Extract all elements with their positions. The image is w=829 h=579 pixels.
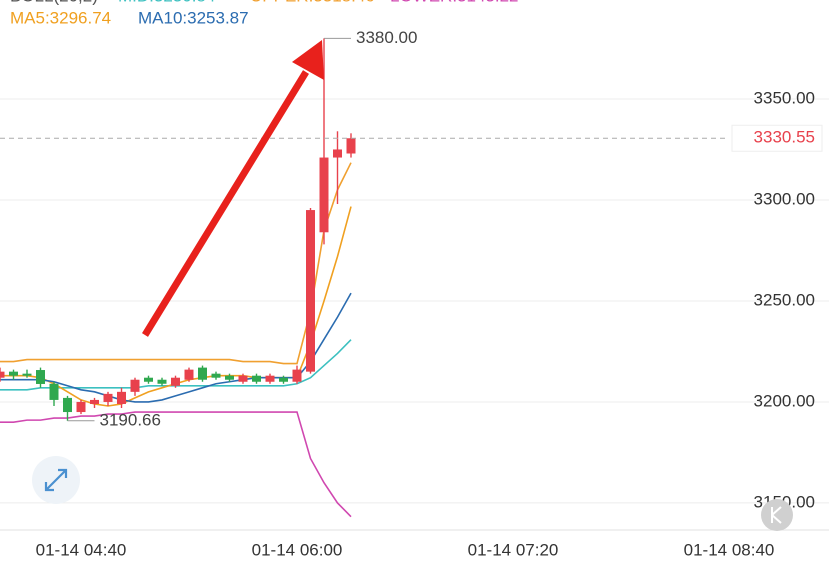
candle-body — [36, 370, 45, 384]
candle-body — [171, 377, 180, 386]
candle-body — [130, 379, 140, 392]
candle-body — [0, 371, 5, 378]
low-annotation: 3190.66 — [100, 410, 161, 429]
arrow-shaft — [142, 70, 309, 337]
legend-entry: MID:3230.84 — [118, 0, 215, 5]
x-tick-label: 01-14 07:20 — [468, 540, 559, 559]
candle-body — [9, 371, 18, 376]
candle-body — [184, 369, 194, 380]
candle-body — [319, 157, 329, 233]
legend-entry: UPPER:3318.46 — [250, 0, 375, 5]
k-button — [761, 499, 793, 531]
candle-body — [90, 399, 99, 404]
arrow-head — [292, 40, 324, 80]
candle-body — [144, 377, 153, 382]
indicator-line — [0, 411, 352, 518]
candle-body — [292, 369, 302, 382]
y-tick-label: 3200.00 — [754, 391, 815, 410]
x-tick-label: 01-14 08:40 — [684, 540, 775, 559]
indicator-label: BOLL(20,2) — [10, 0, 98, 5]
x-tick-label: 01-14 06:00 — [252, 540, 343, 559]
indicator-line — [0, 162, 352, 365]
y-tick-label: 3350.00 — [754, 88, 815, 107]
y-tick-label: 3300.00 — [754, 189, 815, 208]
candle-body — [346, 138, 356, 154]
candle-body — [333, 149, 342, 158]
candle-body — [198, 367, 207, 380]
candle-body — [76, 401, 86, 413]
candle-body — [157, 379, 167, 384]
candle-body — [22, 373, 32, 376]
expand-icon — [44, 468, 68, 492]
legend-entry: LOWER:3143.22 — [390, 0, 519, 5]
legend-entry: MA10:3253.87 — [138, 8, 249, 27]
candle-body — [238, 375, 248, 382]
candle-body — [117, 391, 126, 404]
candle-body — [49, 383, 59, 400]
y-tick-label: 3250.00 — [754, 290, 815, 309]
candle-body — [306, 210, 315, 372]
candle-body — [225, 375, 234, 380]
last-price-box — [731, 124, 823, 152]
k-icon — [771, 506, 782, 524]
candle-body — [103, 393, 113, 402]
candle-body — [63, 397, 72, 413]
candle-body — [252, 375, 261, 382]
candle-body — [265, 375, 275, 382]
last-price-label: 3330.55 — [754, 128, 815, 147]
candle-body — [211, 373, 221, 378]
x-tick-label: 01-14 04:40 — [36, 540, 127, 559]
high-annotation: 3380.00 — [356, 28, 417, 47]
legend-entry: MA5:3296.74 — [10, 8, 111, 27]
candle-body — [279, 377, 288, 382]
